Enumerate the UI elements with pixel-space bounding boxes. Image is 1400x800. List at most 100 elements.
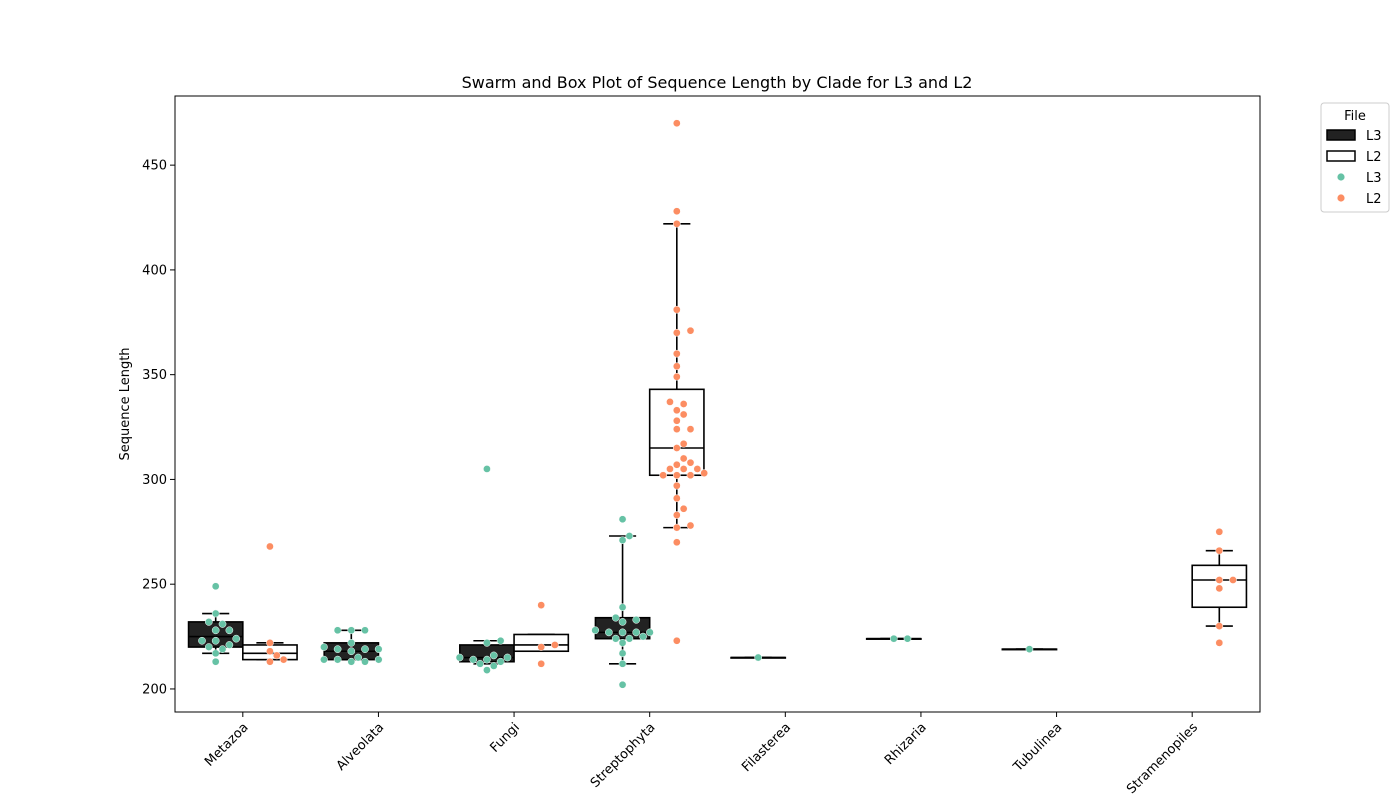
- points-layer: [198, 119, 1237, 689]
- point-l3-fungi-4: [483, 655, 491, 664]
- point-l3-alveolata-7: [361, 645, 369, 653]
- legend-swatch: [1326, 129, 1356, 141]
- x-tick-label-streptophyta: Streptophyta: [588, 720, 659, 791]
- chart-title: Swarm and Box Plot of Sequence Length by…: [462, 73, 973, 92]
- point-l3-fungi-11: [483, 465, 491, 473]
- point-l2-streptophyta-27: [672, 372, 681, 381]
- x-tick-label-metazoa: Metazoa: [202, 720, 252, 770]
- point-l3-streptophyta-9: [605, 628, 613, 637]
- point-l3-fungi-6: [503, 653, 512, 662]
- point-l3-fungi-0: [483, 666, 491, 674]
- point-l3-rhizaria-0: [889, 634, 898, 643]
- point-l2-streptophyta-24: [672, 406, 681, 415]
- point-l3-streptophyta-10: [646, 628, 654, 637]
- point-l3-streptophyta-8: [632, 628, 641, 637]
- point-l3-streptophyta-15: [618, 603, 627, 612]
- point-l2-streptophyta-25: [679, 400, 688, 408]
- point-l2-stramenopiles-5: [1215, 546, 1224, 555]
- y-axis: 200 250 300 350 400 450: [142, 159, 175, 697]
- point-l3-fungi-10: [496, 636, 505, 645]
- point-l2-metazoa-4: [266, 639, 274, 647]
- point-l2-streptophyta-9: [686, 471, 695, 480]
- point-l2-streptophyta-14: [693, 465, 702, 473]
- point-l3-fungi-1: [489, 662, 498, 670]
- point-l3-alveolata-14: [333, 626, 342, 635]
- legend-entry-2: L3: [1337, 171, 1382, 186]
- point-l2-fungi-2: [551, 641, 559, 649]
- point-l2-stramenopiles-4: [1229, 576, 1237, 584]
- point-l3-alveolata-11: [347, 639, 356, 647]
- point-l3-metazoa-0: [211, 657, 220, 666]
- x-tick-label-filasterea: Filasterea: [739, 720, 794, 775]
- point-l3-metazoa-6: [198, 636, 206, 645]
- point-l3-streptophyta-12: [618, 618, 627, 626]
- point-l3-alveolata-1: [361, 657, 369, 666]
- legend-label: L3: [1366, 171, 1382, 186]
- point-l3-metazoa-11: [204, 618, 213, 626]
- point-l2-streptophyta-4: [672, 511, 681, 519]
- point-l3-metazoa-13: [211, 582, 220, 591]
- point-l2-streptophyta-32: [672, 305, 681, 314]
- x-tick-label-stramenopiles: Stramenopiles: [1124, 720, 1201, 797]
- point-l3-alveolata-0: [347, 657, 356, 666]
- point-l3-streptophyta-5: [611, 634, 620, 643]
- point-l2-streptophyta-18: [672, 444, 681, 452]
- point-l2-streptophyta-10: [659, 471, 667, 480]
- x-tick-label-rhizaria: Rhizaria: [882, 720, 930, 768]
- point-l2-streptophyta-20: [672, 425, 681, 433]
- point-l3-alveolata-12: [347, 626, 356, 635]
- point-l3-alveolata-2: [333, 655, 342, 664]
- point-l3-alveolata-5: [354, 653, 363, 662]
- x-tick-label-fungi: Fungi: [487, 720, 522, 755]
- point-l3-streptophyta-2: [618, 649, 627, 658]
- legend-marker: [1337, 194, 1345, 202]
- point-l3-tubulinea-0: [1025, 645, 1034, 653]
- point-l2-streptophyta-22: [672, 416, 681, 425]
- legend-swatch: [1326, 150, 1356, 162]
- point-l3-alveolata-6: [347, 647, 356, 656]
- point-l2-streptophyta-16: [686, 458, 695, 467]
- point-l2-fungi-1: [537, 643, 546, 651]
- point-l3-fungi-9: [483, 639, 491, 647]
- point-l3-fungi-7: [455, 653, 464, 662]
- point-l2-streptophyta-1: [672, 538, 681, 547]
- point-l3-alveolata-9: [374, 645, 383, 653]
- point-l3-alveolata-3: [374, 655, 383, 664]
- point-l3-metazoa-1: [211, 649, 220, 658]
- point-l2-streptophyta-33: [672, 219, 681, 228]
- point-l3-filasterea-0: [754, 653, 763, 662]
- point-l3-metazoa-8: [211, 626, 220, 635]
- point-l2-stramenopiles-1: [1215, 622, 1224, 630]
- point-l2-streptophyta-3: [686, 521, 695, 530]
- point-l2-streptophyta-35: [672, 119, 681, 128]
- y-tick-label-350: 350: [142, 368, 167, 383]
- legend-entry-1: L2: [1326, 150, 1382, 165]
- legend-label: L3: [1366, 129, 1382, 144]
- plot-area-frame: [174, 95, 1261, 713]
- point-l2-streptophyta-21: [686, 425, 695, 433]
- x-axis: Metazoa Alveolata Fungi Streptophyta Filaste…: [202, 712, 1201, 797]
- point-l2-stramenopiles-3: [1215, 576, 1224, 584]
- point-l3-streptophyta-1: [618, 659, 627, 668]
- point-l2-fungi-0: [537, 659, 546, 668]
- point-l3-metazoa-4: [225, 641, 234, 649]
- point-l2-streptophyta-29: [672, 349, 681, 358]
- box-l2-stramenopiles: [1191, 549, 1248, 627]
- point-l2-streptophyta-7: [672, 481, 681, 490]
- point-l3-rhizaria-1: [903, 634, 912, 643]
- y-tick-label-400: 400: [142, 263, 167, 278]
- point-l2-streptophyta-15: [672, 460, 681, 469]
- legend-label: L2: [1366, 192, 1382, 207]
- point-l3-alveolata-4: [320, 655, 328, 664]
- point-l3-alveolata-13: [361, 626, 369, 635]
- legend-label: L2: [1366, 150, 1382, 165]
- point-l2-metazoa-3: [266, 647, 274, 656]
- point-l3-metazoa-10: [218, 620, 227, 628]
- point-l2-fungi-3: [537, 601, 546, 609]
- x-tick-label-alveolata: Alveolata: [334, 720, 388, 774]
- legend-entry-0: L3: [1326, 129, 1382, 144]
- point-l3-streptophyta-13: [632, 615, 641, 624]
- boxes-layer: [187, 223, 1248, 665]
